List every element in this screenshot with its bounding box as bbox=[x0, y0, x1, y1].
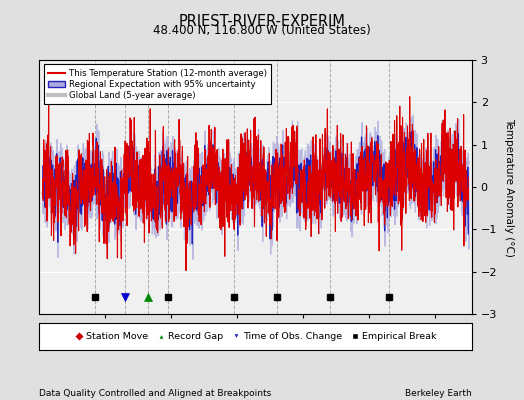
Legend: Station Move, Record Gap, Time of Obs. Change, Empirical Break: Station Move, Record Gap, Time of Obs. C… bbox=[70, 328, 441, 345]
Text: Data Quality Controlled and Aligned at Breakpoints: Data Quality Controlled and Aligned at B… bbox=[39, 389, 271, 398]
Legend: This Temperature Station (12-month average), Regional Expectation with 95% uncer: This Temperature Station (12-month avera… bbox=[43, 64, 271, 104]
Text: Berkeley Earth: Berkeley Earth bbox=[405, 389, 472, 398]
Y-axis label: Temperature Anomaly (°C): Temperature Anomaly (°C) bbox=[504, 118, 514, 256]
Text: PRIEST-RIVER-EXPERIM: PRIEST-RIVER-EXPERIM bbox=[179, 14, 345, 29]
Text: 48.400 N, 116.800 W (United States): 48.400 N, 116.800 W (United States) bbox=[153, 24, 371, 37]
